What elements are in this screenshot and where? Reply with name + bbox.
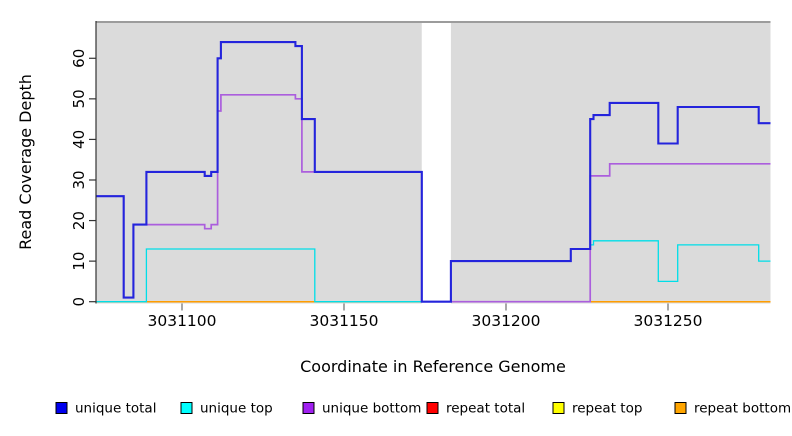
y-tick-label: 20 bbox=[70, 211, 88, 230]
x-tick-label: 3031250 bbox=[633, 312, 702, 330]
x-tick-label: 3031200 bbox=[471, 312, 540, 330]
x-tick-label: 3031150 bbox=[309, 312, 378, 330]
legend-swatch-repeat-bottom bbox=[674, 402, 687, 414]
legend-label-unique-total: unique total bbox=[75, 401, 156, 417]
series-line-unique-total bbox=[96, 41, 771, 303]
y-tick-label: 30 bbox=[70, 170, 88, 189]
legend-swatch-repeat-top bbox=[552, 402, 565, 414]
y-tick-label: 40 bbox=[70, 130, 88, 149]
x-tick-label: 3031100 bbox=[147, 312, 216, 330]
legend-label-unique-top: unique top bbox=[200, 401, 273, 417]
legend-label-repeat-total: repeat total bbox=[446, 401, 525, 417]
legend-label-repeat-bottom: repeat bottom bbox=[694, 401, 791, 417]
legend-swatch-unique-top bbox=[180, 402, 193, 414]
legend-label-unique-bottom: unique bottom bbox=[322, 401, 421, 417]
series-lines bbox=[96, 41, 771, 303]
coverage-gap bbox=[421, 23, 451, 304]
y-tick-label: 50 bbox=[70, 89, 88, 108]
legend-swatch-unique-total bbox=[55, 402, 68, 414]
legend-label-repeat-top: repeat top bbox=[572, 401, 642, 417]
y-tick-label: 0 bbox=[70, 297, 88, 307]
legend-swatch-repeat-total bbox=[426, 402, 439, 414]
x-axis-title: Coordinate in Reference Genome bbox=[300, 357, 566, 376]
y-tick-label: 10 bbox=[70, 252, 88, 271]
y-tick-label: 60 bbox=[70, 49, 88, 68]
legend-swatch-unique-bottom bbox=[302, 402, 315, 414]
y-axis-title: Read Coverage Depth bbox=[16, 74, 35, 250]
